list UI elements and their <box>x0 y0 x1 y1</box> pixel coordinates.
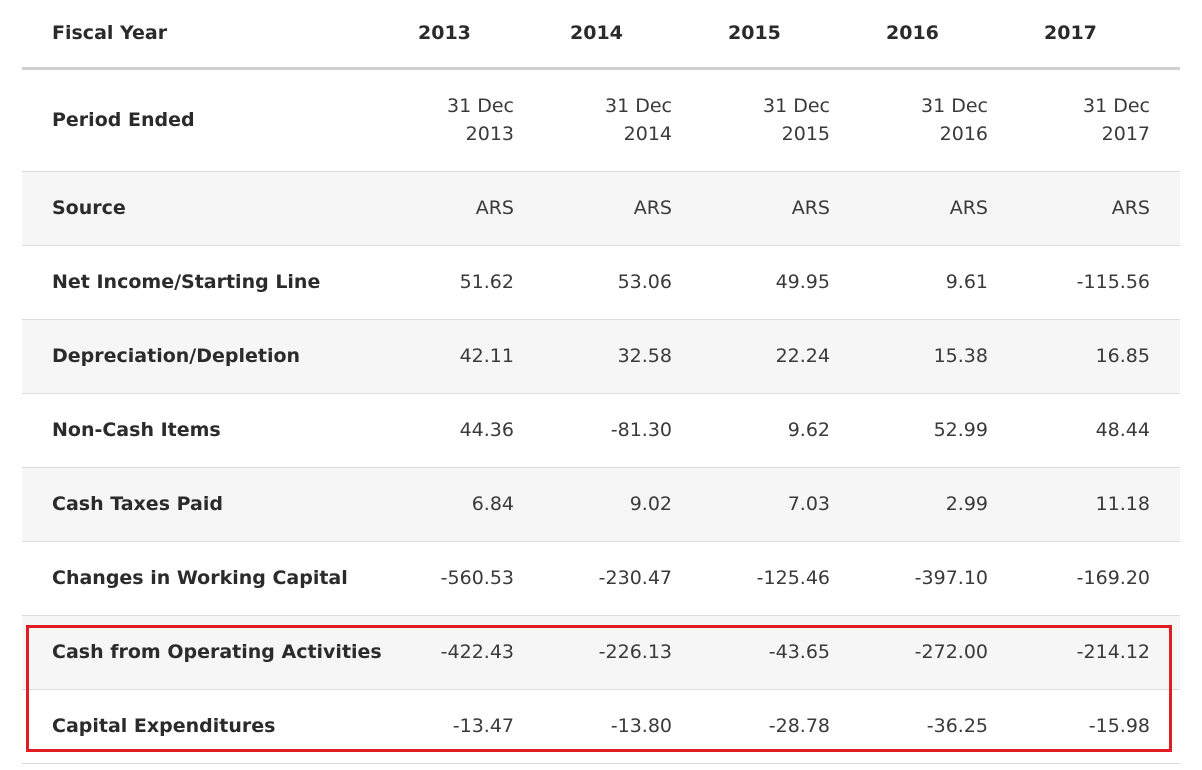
table-row: Non-Cash Items 44.36 -81.30 9.62 52.99 48.44 <box>22 393 1180 468</box>
value-cell: 44.36 <box>392 393 544 468</box>
value-cell: -36.25 <box>860 689 1018 764</box>
table-row: Cash Taxes Paid 6.84 9.02 7.03 2.99 11.18 <box>22 467 1180 542</box>
row-label: Cash from Operating Activities <box>22 615 392 690</box>
row-label: Non-Cash Items <box>22 393 392 468</box>
value-cell: -397.10 <box>860 541 1018 616</box>
value-cell: -81.30 <box>544 393 702 468</box>
period-ended-row: Period Ended 31 Dec 2013 31 Dec 2014 31 … <box>22 68 1180 172</box>
table-header-row: Fiscal Year 2013 2014 2015 2016 2017 <box>22 0 1180 70</box>
value-cell: -226.13 <box>544 615 702 690</box>
table-row: Cash from Operating Activities -422.43 -22… <box>22 615 1180 690</box>
value-cell: -214.12 <box>1018 615 1180 690</box>
period-year: 2016 <box>939 123 988 145</box>
value-cell: 9.02 <box>544 467 702 542</box>
value-cell: 2.99 <box>860 467 1018 542</box>
value-cell: ARS <box>544 171 702 246</box>
value-cell: -115.56 <box>1018 245 1180 320</box>
value-cell: ARS <box>392 171 544 246</box>
period-day-month: 31 Dec <box>605 95 672 117</box>
value-cell: 7.03 <box>702 467 860 542</box>
table-row: Capital Expenditures -13.47 -13.80 -28.78 -3… <box>22 689 1180 764</box>
year-header-2016: 2016 <box>860 0 1018 70</box>
value-cell: 16.85 <box>1018 319 1180 394</box>
value-cell: -272.00 <box>860 615 1018 690</box>
value-cell: 11.18 <box>1018 467 1180 542</box>
period-day-month: 31 Dec <box>763 95 830 117</box>
period-year: 2017 <box>1101 123 1150 145</box>
period-ended-cell: 31 Dec 2013 <box>392 68 544 172</box>
row-label: Depreciation/Depletion <box>22 319 392 394</box>
row-label: Capital Expenditures <box>22 689 392 764</box>
period-ended-cell: 31 Dec 2017 <box>1018 68 1180 172</box>
period-year: 2013 <box>465 123 514 145</box>
period-day-month: 31 Dec <box>921 95 988 117</box>
value-cell: -125.46 <box>702 541 860 616</box>
value-cell: ARS <box>860 171 1018 246</box>
value-cell: -15.98 <box>1018 689 1180 764</box>
period-ended-label: Period Ended <box>22 68 392 172</box>
value-cell: 48.44 <box>1018 393 1180 468</box>
row-label: Changes in Working Capital <box>22 541 392 616</box>
period-ended-cell: 31 Dec 2016 <box>860 68 1018 172</box>
year-header-2015: 2015 <box>702 0 860 70</box>
fiscal-year-header: Fiscal Year <box>22 0 392 70</box>
value-cell: 22.24 <box>702 319 860 394</box>
table-row: Net Income/Starting Line 51.62 53.06 49.95 9… <box>22 245 1180 320</box>
table-row: Changes in Working Capital -560.53 -230.47… <box>22 541 1180 616</box>
value-cell: -13.80 <box>544 689 702 764</box>
value-cell: -43.65 <box>702 615 860 690</box>
year-header-2014: 2014 <box>544 0 702 70</box>
row-label: Source <box>22 171 392 246</box>
value-cell: ARS <box>1018 171 1180 246</box>
value-cell: 6.84 <box>392 467 544 542</box>
value-cell: 51.62 <box>392 245 544 320</box>
period-ended-cell: 31 Dec 2015 <box>702 68 860 172</box>
value-cell: 42.11 <box>392 319 544 394</box>
row-label: Cash Taxes Paid <box>22 467 392 542</box>
period-year: 2014 <box>623 123 672 145</box>
value-cell: 52.99 <box>860 393 1018 468</box>
value-cell: -230.47 <box>544 541 702 616</box>
value-cell: -560.53 <box>392 541 544 616</box>
row-label: Net Income/Starting Line <box>22 245 392 320</box>
value-cell: -422.43 <box>392 615 544 690</box>
value-cell: 9.62 <box>702 393 860 468</box>
value-cell: 53.06 <box>544 245 702 320</box>
period-day-month: 31 Dec <box>447 95 514 117</box>
table-row: Depreciation/Depletion 42.11 32.58 22.24 15.… <box>22 319 1180 394</box>
period-day-month: 31 Dec <box>1083 95 1150 117</box>
value-cell: 32.58 <box>544 319 702 394</box>
value-cell: ARS <box>702 171 860 246</box>
value-cell: 9.61 <box>860 245 1018 320</box>
value-cell: 49.95 <box>702 245 860 320</box>
value-cell: -13.47 <box>392 689 544 764</box>
period-ended-cell: 31 Dec 2014 <box>544 68 702 172</box>
data-rows: Source ARS ARS ARS ARS ARS Net Income/Starting… <box>22 171 1180 764</box>
year-header-2013: 2013 <box>392 0 544 70</box>
cash-flow-table: Fiscal Year 2013 2014 2015 2016 2017 Per… <box>22 0 1180 764</box>
value-cell: -28.78 <box>702 689 860 764</box>
value-cell: 15.38 <box>860 319 1018 394</box>
period-year: 2015 <box>781 123 830 145</box>
value-cell: -169.20 <box>1018 541 1180 616</box>
year-header-2017: 2017 <box>1018 0 1180 70</box>
table-row: Source ARS ARS ARS ARS ARS <box>22 171 1180 246</box>
